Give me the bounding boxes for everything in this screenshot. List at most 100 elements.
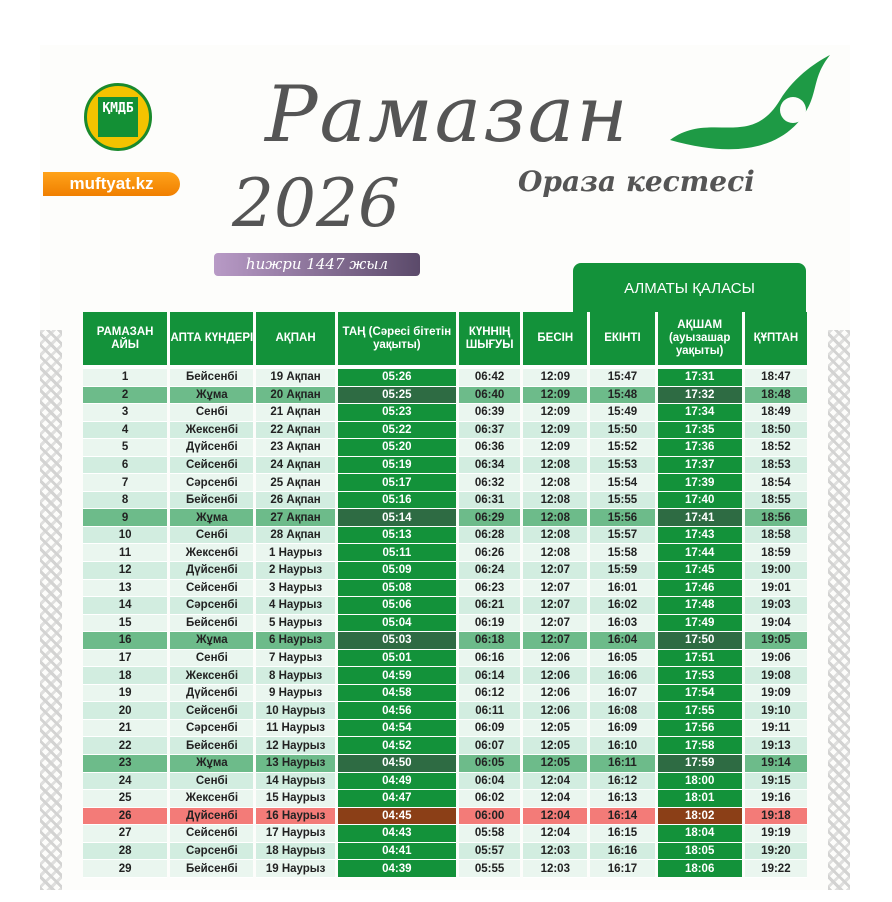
cell-maghrib: 17:32 xyxy=(657,386,742,405)
cell-maghrib: 17:49 xyxy=(657,614,742,633)
cell-maghrib: 17:46 xyxy=(657,579,742,598)
cell-asr: 16:01 xyxy=(590,579,655,598)
cell-isha: 18:56 xyxy=(744,509,807,527)
cell-fajr: 04:39 xyxy=(337,860,457,878)
cell-asr: 15:47 xyxy=(590,369,655,387)
table-row: 8 Бейсенбі 26 Ақпан 05:16 06:31 12:08 15:55 17:… xyxy=(83,491,807,510)
cell-day: 21 xyxy=(83,719,168,738)
cell-day: 3 xyxy=(83,404,168,422)
cell-fajr: 04:41 xyxy=(337,842,457,861)
left-ornament xyxy=(40,330,62,890)
cell-isha: 18:49 xyxy=(744,404,807,422)
table-row: 24 Сенбі 14 Наурыз 04:49 06:04 12:04 16:12 18:0… xyxy=(83,772,807,791)
cell-day: 18 xyxy=(83,667,168,685)
cell-date: 6 Наурыз xyxy=(256,632,335,650)
cell-day: 13 xyxy=(83,579,168,598)
cell-dhuhr: 12:07 xyxy=(523,597,588,615)
cell-dhuhr: 12:09 xyxy=(523,386,588,405)
cell-dhuhr: 12:05 xyxy=(523,737,588,756)
cell-weekday: Сенбі xyxy=(170,772,254,791)
cell-dhuhr: 12:06 xyxy=(523,702,588,720)
cell-weekday: Жұма xyxy=(170,755,254,773)
col-header-isha: ҚҰПТАН xyxy=(744,312,807,369)
cell-weekday: Дүйсенбі xyxy=(170,562,254,580)
cell-isha: 19:04 xyxy=(744,614,807,633)
cell-weekday: Жексенбі xyxy=(170,421,254,440)
cell-date: 23 Ақпан xyxy=(256,439,335,457)
cell-maghrib: 18:00 xyxy=(657,772,742,791)
cell-dhuhr: 12:04 xyxy=(523,807,588,826)
cell-date: 11 Наурыз xyxy=(256,719,335,738)
cell-dhuhr: 12:06 xyxy=(523,684,588,703)
cell-asr: 16:02 xyxy=(590,597,655,615)
cell-weekday: Жексенбі xyxy=(170,790,254,808)
cell-isha: 18:50 xyxy=(744,421,807,440)
cell-date: 17 Наурыз xyxy=(256,825,335,843)
cell-asr: 15:53 xyxy=(590,456,655,475)
cell-dhuhr: 12:08 xyxy=(523,491,588,510)
cell-fajr: 05:13 xyxy=(337,526,457,545)
cell-isha: 19:13 xyxy=(744,737,807,756)
cell-dhuhr: 12:08 xyxy=(523,474,588,492)
cell-asr: 15:48 xyxy=(590,386,655,405)
cell-sunrise: 06:29 xyxy=(459,509,521,527)
cell-isha: 18:53 xyxy=(744,456,807,475)
cell-fajr: 04:58 xyxy=(337,684,457,703)
cell-weekday: Жұма xyxy=(170,632,254,650)
cell-asr: 15:49 xyxy=(590,404,655,422)
cell-maghrib: 17:56 xyxy=(657,719,742,738)
cell-sunrise: 06:18 xyxy=(459,632,521,650)
table-row: 20 Сейсенбі 10 Наурыз 04:56 06:11 12:06 16:08 1… xyxy=(83,702,807,720)
cell-isha: 18:48 xyxy=(744,386,807,405)
cell-sunrise: 06:31 xyxy=(459,491,521,510)
cell-asr: 15:54 xyxy=(590,474,655,492)
cell-day: 14 xyxy=(83,597,168,615)
cell-day: 26 xyxy=(83,807,168,826)
cell-dhuhr: 12:07 xyxy=(523,632,588,650)
cell-isha: 18:59 xyxy=(744,544,807,563)
cell-date: 13 Наурыз xyxy=(256,755,335,773)
cell-weekday: Дүйсенбі xyxy=(170,807,254,826)
table-row: 13 Сейсенбі 3 Наурыз 05:08 06:23 12:07 16:01 17… xyxy=(83,579,807,598)
table-row: 23 Жұма 13 Наурыз 04:50 06:05 12:05 16:11 17:59… xyxy=(83,755,807,773)
cell-maghrib: 18:01 xyxy=(657,790,742,808)
cell-dhuhr: 12:09 xyxy=(523,421,588,440)
table-row: 16 Жұма 6 Наурыз 05:03 06:18 12:07 16:04 17:50 1… xyxy=(83,632,807,650)
cell-fajr: 04:54 xyxy=(337,719,457,738)
cell-weekday: Сәрсенбі xyxy=(170,719,254,738)
cell-dhuhr: 12:05 xyxy=(523,719,588,738)
cell-isha: 19:05 xyxy=(744,632,807,650)
table-row: 6 Сейсенбі 24 Ақпан 05:19 06:34 12:08 15:53 17:… xyxy=(83,456,807,475)
table-row: 1 Бейсенбі 19 Ақпан 05:26 06:42 12:09 15:47 17:… xyxy=(83,369,807,387)
cell-date: 18 Наурыз xyxy=(256,842,335,861)
cell-dhuhr: 12:04 xyxy=(523,790,588,808)
cell-sunrise: 06:04 xyxy=(459,772,521,791)
table-row: 3 Сенбі 21 Ақпан 05:23 06:39 12:09 15:49 17:34 1… xyxy=(83,404,807,422)
cell-fajr: 04:56 xyxy=(337,702,457,720)
col-header-weekday: АПТА КҮНДЕРІ xyxy=(170,312,254,369)
site-link[interactable]: muftyat.kz xyxy=(43,172,180,196)
cell-date: 27 Ақпан xyxy=(256,509,335,527)
cell-asr: 16:04 xyxy=(590,632,655,650)
cell-asr: 15:57 xyxy=(590,526,655,545)
cell-sunrise: 05:55 xyxy=(459,860,521,878)
cell-dhuhr: 12:08 xyxy=(523,509,588,527)
cell-date: 19 Ақпан xyxy=(256,369,335,387)
cell-asr: 15:50 xyxy=(590,421,655,440)
cell-maghrib: 18:05 xyxy=(657,842,742,861)
cell-weekday: Сейсенбі xyxy=(170,702,254,720)
cell-weekday: Жұма xyxy=(170,509,254,527)
cell-maghrib: 18:06 xyxy=(657,860,742,878)
cell-asr: 15:56 xyxy=(590,509,655,527)
right-ornament xyxy=(828,330,850,890)
table-row: 27 Сейсенбі 17 Наурыз 04:43 05:58 12:04 16:15 1… xyxy=(83,825,807,843)
table-row: 5 Дүйсенбі 23 Ақпан 05:20 06:36 12:09 15:52 17:… xyxy=(83,439,807,457)
col-header-asr: ЕКІНТІ xyxy=(590,312,655,369)
cell-fajr: 04:43 xyxy=(337,825,457,843)
cell-isha: 18:54 xyxy=(744,474,807,492)
cell-day: 15 xyxy=(83,614,168,633)
cell-fajr: 04:49 xyxy=(337,772,457,791)
cell-sunrise: 06:00 xyxy=(459,807,521,826)
cell-asr: 16:06 xyxy=(590,667,655,685)
table-header: РАМАЗАН АЙЫ АПТА КҮНДЕРІ АҚПАН ТАҢ (Сәре… xyxy=(83,312,807,369)
